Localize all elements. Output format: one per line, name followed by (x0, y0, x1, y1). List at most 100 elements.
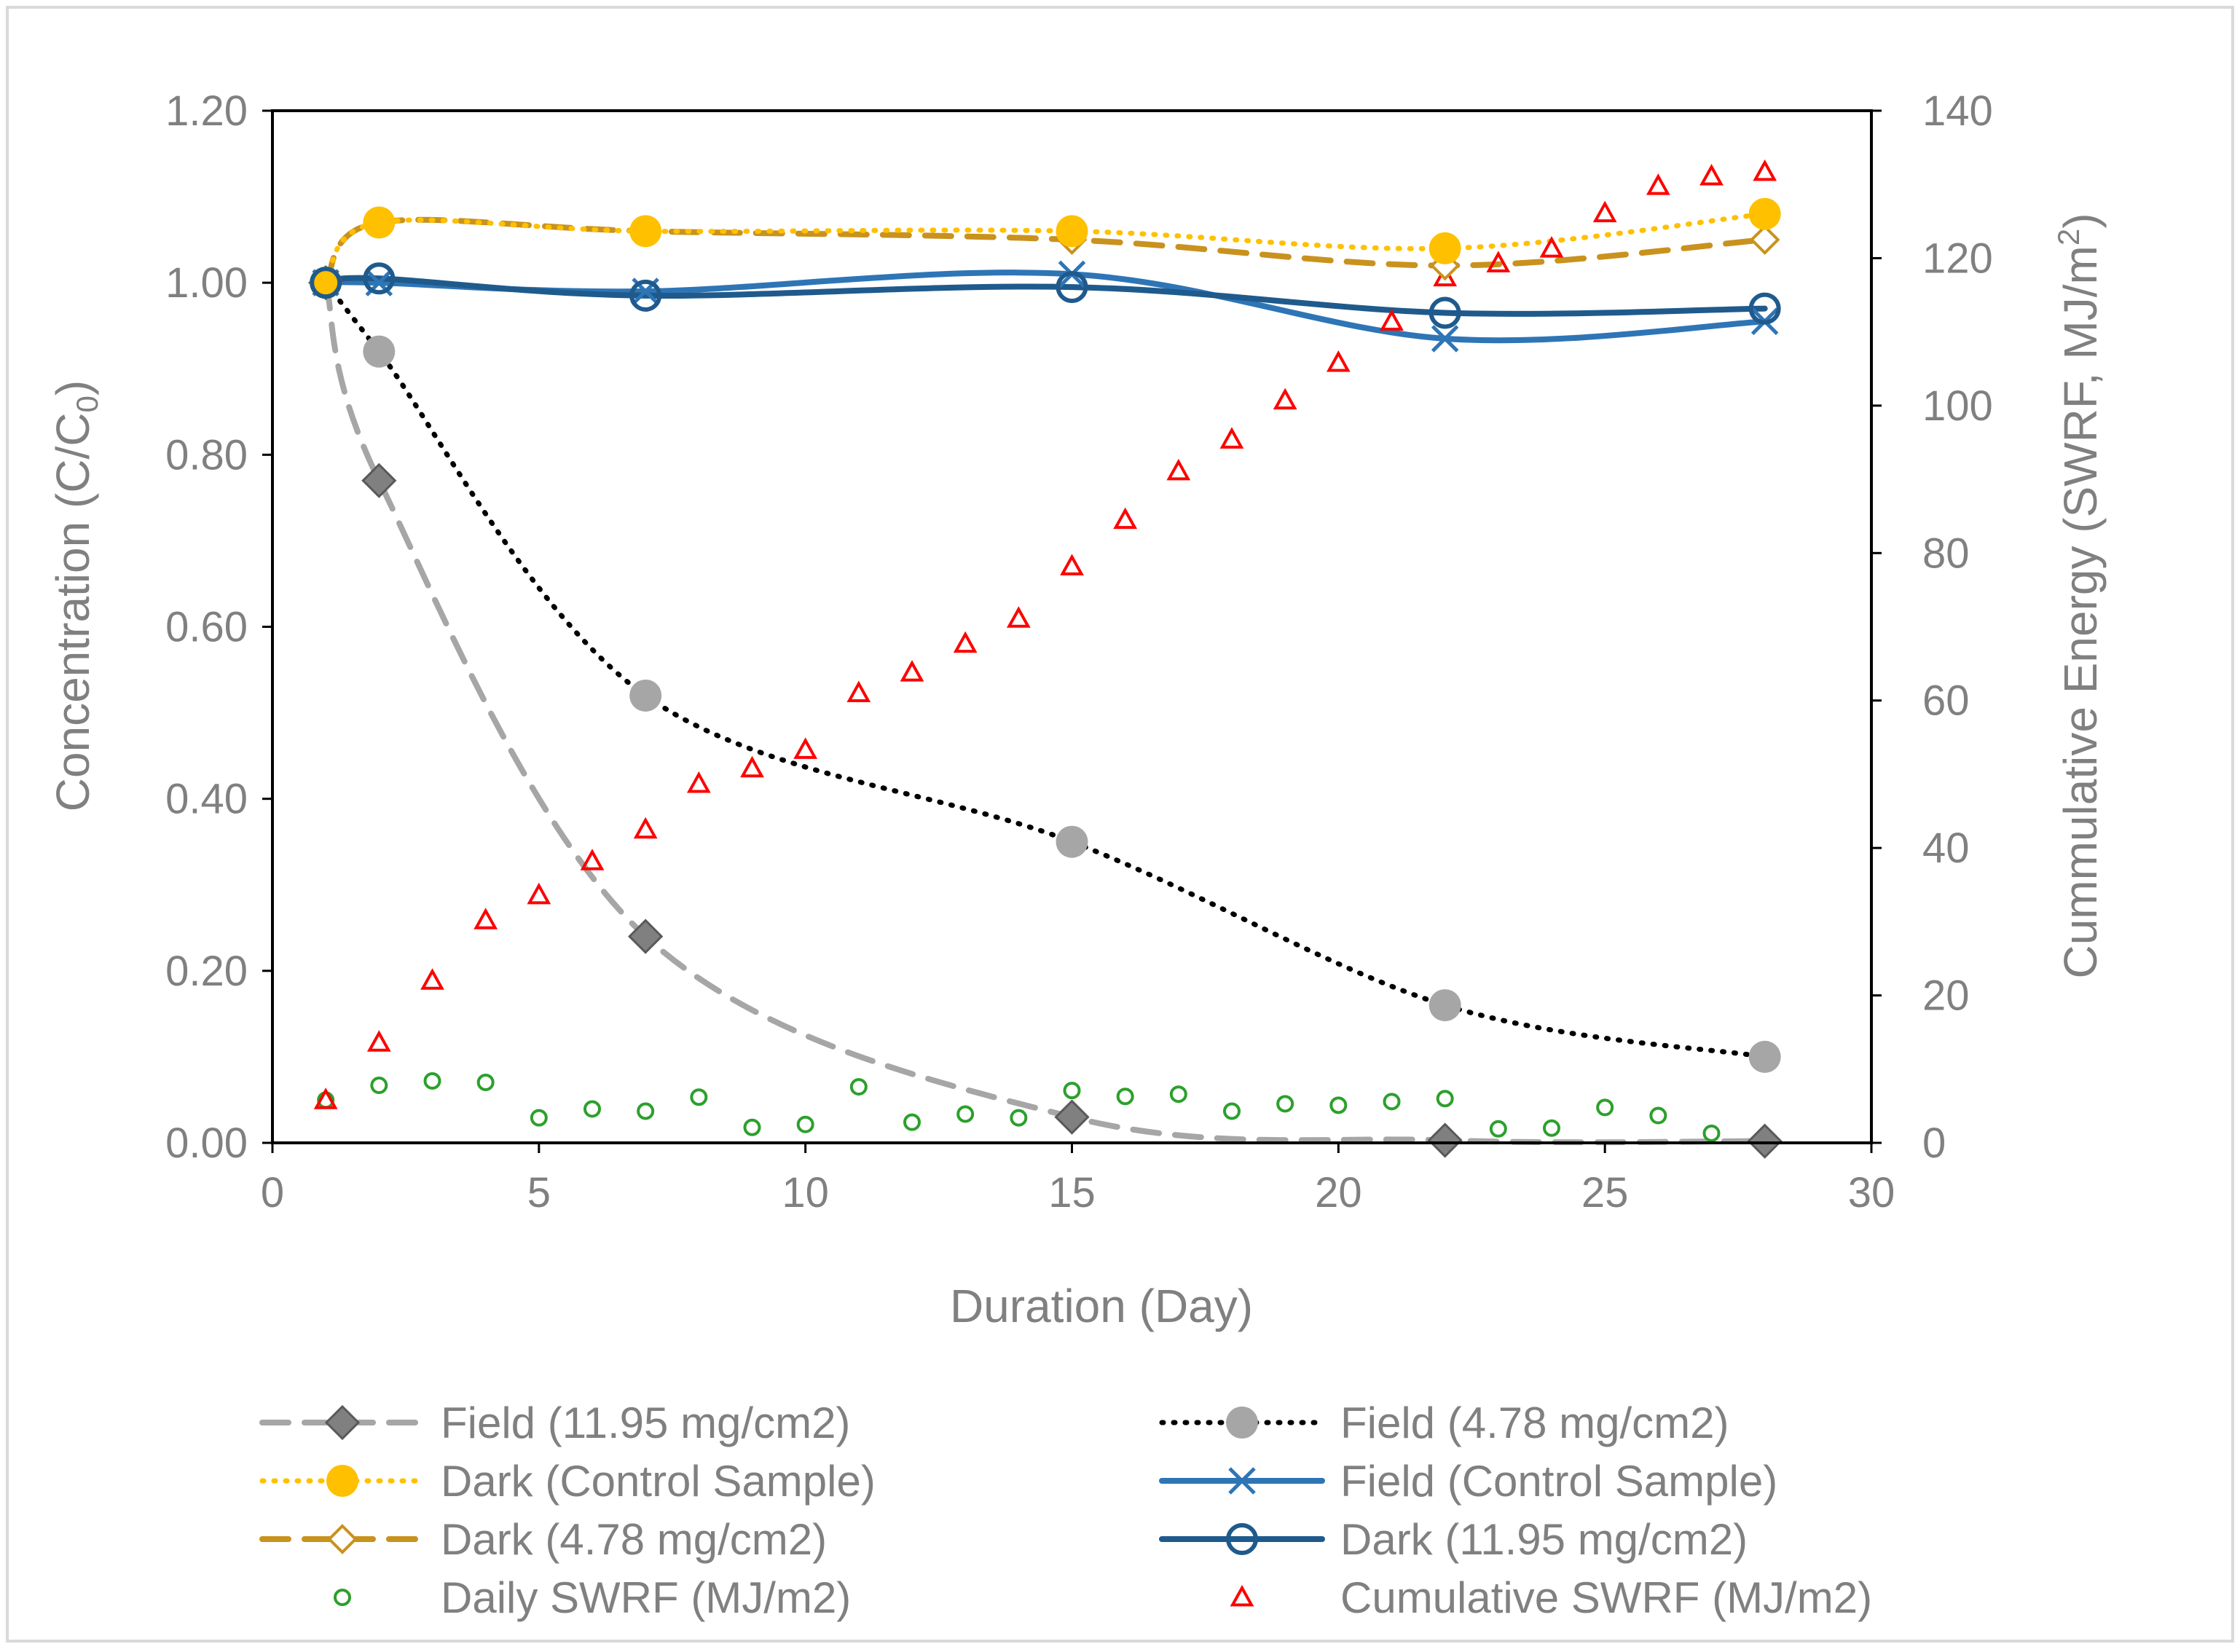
data-point-cumulative-swrf-mj-m2 (1699, 163, 1724, 186)
y-right-tick-label: 140 (1922, 87, 1993, 135)
data-point-field-4-78-mg-cm2 (363, 335, 396, 368)
data-point-cumulative-swrf-mj-m2 (1380, 309, 1404, 331)
legend-label: Dark (Control Sample) (441, 1457, 876, 1506)
legend-marker (326, 1465, 358, 1497)
legend-item-dark-control-sample: Dark (Control Sample) (259, 1457, 876, 1506)
data-point-field-11-95-mg-cm2 (361, 463, 397, 498)
data-point-daily-swrf-mj-m2 (690, 1088, 708, 1106)
data-point-daily-swrf-mj-m2 (796, 1115, 814, 1133)
legend-item-field-11-95-mg-cm2: Field (11.95 mg/cm2) (259, 1399, 850, 1447)
data-point-cumulative-swrf-mj-m2 (1433, 264, 1458, 287)
y-right-tick-label: 20 (1922, 972, 1970, 1020)
x-tick-label: 25 (1581, 1169, 1629, 1216)
legend-marker (1226, 1407, 1258, 1439)
data-point-cumulative-swrf-mj-m2 (1060, 554, 1084, 575)
data-point-daily-swrf-mj-m2 (1596, 1098, 1614, 1117)
y-right-title-main: Cummulative Energy (SWRF, MJ/m (2054, 245, 2107, 978)
y-right-title-sup: 2 (2051, 229, 2086, 245)
y-left-tick-label: 0.60 (165, 604, 248, 651)
data-point-cumulative-swrf-mj-m2 (846, 680, 871, 702)
data-point-daily-swrf-mj-m2 (423, 1071, 441, 1090)
data-point-field-4-78-mg-cm2 (629, 679, 662, 712)
data-point-daily-swrf-mj-m2 (1169, 1085, 1187, 1104)
data-point-daily-swrf-mj-m2 (1702, 1124, 1721, 1142)
legend-marker (1228, 1467, 1256, 1495)
figure-frame (6, 6, 2234, 1643)
y-left-tick-label: 0.00 (165, 1120, 248, 1167)
data-point-daily-swrf-mj-m2 (530, 1109, 548, 1127)
data-point-daily-swrf-mj-m2 (1063, 1082, 1081, 1100)
data-point-daily-swrf-mj-m2 (1276, 1095, 1294, 1113)
data-point-dark-control-sample (629, 215, 662, 248)
data-point-cumulative-swrf-mj-m2 (1486, 251, 1511, 272)
data-point-daily-swrf-mj-m2 (1010, 1109, 1028, 1127)
data-point-daily-swrf-mj-m2 (1383, 1093, 1401, 1111)
data-point-dark-11-95-mg-cm2 (629, 279, 662, 312)
data-point-daily-swrf-mj-m2 (849, 1078, 868, 1096)
data-point-cumulative-swrf-mj-m2 (1166, 458, 1191, 481)
data-point-field-11-95-mg-cm2 (1054, 1099, 1090, 1135)
x-tick-label: 20 (1315, 1169, 1362, 1216)
data-point-daily-swrf-mj-m2 (956, 1105, 975, 1123)
data-point-dark-11-95-mg-cm2 (1429, 296, 1461, 329)
legend-marker (1226, 1523, 1258, 1555)
y-left-title-main: Concentration (C/C (47, 412, 99, 811)
y-right-tick-label: 40 (1922, 825, 1970, 872)
data-point-daily-swrf-mj-m2 (743, 1118, 761, 1136)
legend-item-field-4-78-mg-cm2: Field (4.78 mg/cm2) (1159, 1399, 1729, 1447)
data-point-daily-swrf-mj-m2 (1649, 1106, 1667, 1125)
data-point-dark-control-sample (1748, 197, 1781, 230)
x-axis-title: Duration (Day) (950, 1280, 1253, 1332)
x-tick-label: 5 (527, 1169, 551, 1216)
legend-label: Field (4.78 mg/cm2) (1340, 1399, 1729, 1447)
data-point-daily-swrf-mj-m2 (370, 1077, 388, 1095)
legend-label: Dark (11.95 mg/cm2) (1340, 1515, 1748, 1564)
data-point-cumulative-swrf-mj-m2 (527, 882, 551, 905)
data-point-dark-control-sample (1056, 215, 1088, 248)
y-right-tick-label: 60 (1922, 677, 1970, 725)
data-point-field-11-95-mg-cm2 (628, 919, 664, 954)
data-point-cumulative-swrf-mj-m2 (580, 849, 605, 870)
legend-marker (334, 1589, 351, 1606)
data-point-dark-control-sample (310, 267, 342, 299)
data-point-cumulative-swrf-mj-m2 (1113, 507, 1138, 530)
data-point-dark-4-78-mg-cm2 (1749, 224, 1780, 255)
data-point-cumulative-swrf-mj-m2 (1592, 200, 1617, 223)
y-right-tick-label: 80 (1922, 530, 1970, 577)
data-point-cumulative-swrf-mj-m2 (1753, 159, 1777, 181)
data-point-daily-swrf-mj-m2 (1489, 1120, 1507, 1138)
data-point-cumulative-swrf-mj-m2 (313, 1087, 338, 1109)
data-point-cumulative-swrf-mj-m2 (793, 737, 818, 759)
data-point-dark-11-95-mg-cm2 (363, 262, 396, 295)
x-tick-label: 15 (1048, 1169, 1096, 1216)
data-point-daily-swrf-mj-m2 (1329, 1096, 1348, 1114)
legend-marker (327, 1524, 358, 1554)
y-left-title-sub: 0 (70, 396, 104, 412)
data-point-field-4-78-mg-cm2 (1056, 825, 1088, 858)
data-point-field-11-95-mg-cm2 (1427, 1122, 1463, 1158)
data-point-cumulative-swrf-mj-m2 (366, 1030, 391, 1052)
y-right-tick-label: 100 (1922, 382, 1993, 430)
legend-item-dark-11-95-mg-cm2: Dark (11.95 mg/cm2) (1159, 1515, 1748, 1564)
data-point-dark-11-95-mg-cm2 (1056, 271, 1088, 304)
data-point-cumulative-swrf-mj-m2 (686, 771, 711, 793)
legend-marker (1230, 1584, 1254, 1607)
data-point-daily-swrf-mj-m2 (476, 1074, 495, 1092)
data-point-dark-11-95-mg-cm2 (1748, 292, 1781, 325)
y-left-title-end: ) (47, 380, 99, 396)
y-right-title-end: ) (2054, 213, 2107, 228)
data-point-cumulative-swrf-mj-m2 (1006, 606, 1031, 628)
data-point-dark-11-95-mg-cm2 (310, 267, 342, 299)
data-point-field-4-78-mg-cm2 (1748, 1040, 1781, 1073)
y-right-tick-label: 120 (1922, 235, 1993, 282)
y-left-tick-label: 0.40 (165, 776, 248, 823)
data-point-dark-control-sample (1429, 232, 1461, 264)
data-point-daily-swrf-mj-m2 (583, 1100, 601, 1118)
data-point-daily-swrf-mj-m2 (637, 1102, 655, 1120)
legend-label: Daily SWRF (MJ/m2) (441, 1573, 851, 1622)
data-point-daily-swrf-mj-m2 (1436, 1090, 1454, 1108)
legend-marker (324, 1404, 361, 1441)
data-point-cumulative-swrf-mj-m2 (473, 908, 498, 929)
x-tick-label: 30 (1848, 1169, 1895, 1216)
axis-layer: Duration (Day) Concentration (C/C0) Cumm… (47, 87, 2107, 1332)
